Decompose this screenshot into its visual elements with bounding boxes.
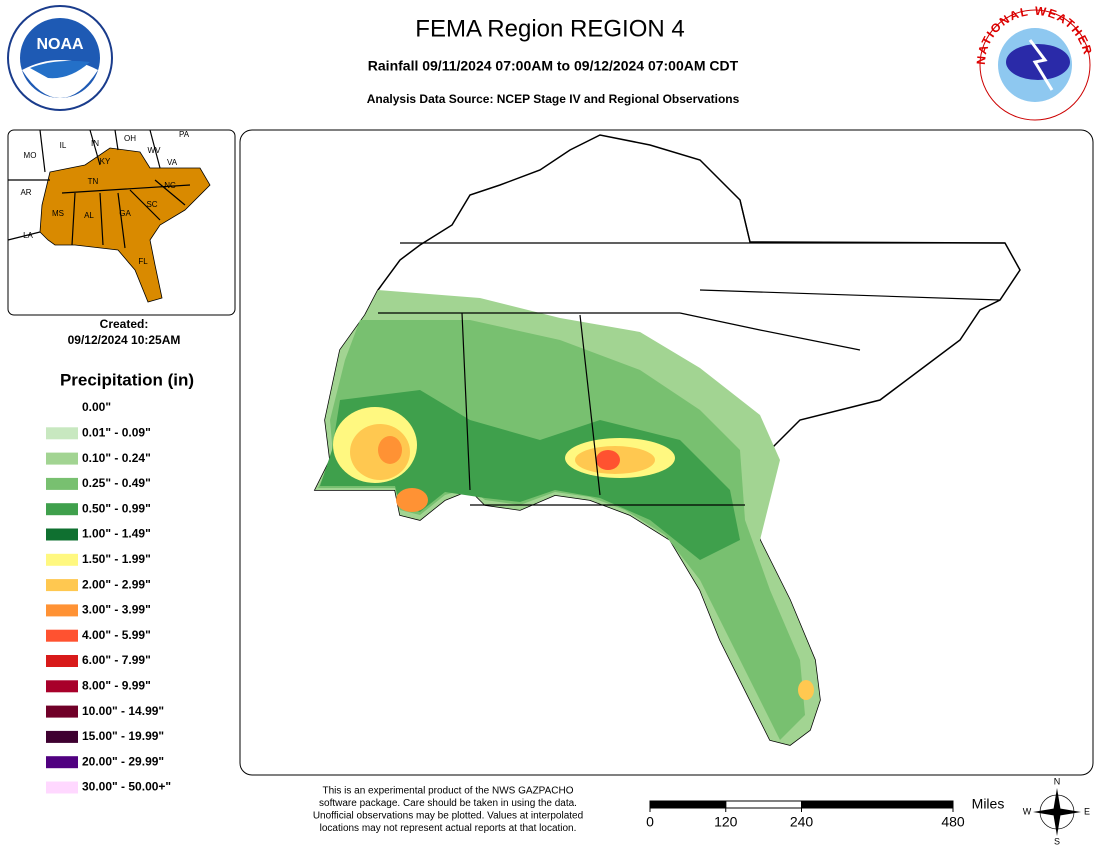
inset-label: OH: [124, 134, 136, 143]
legend-label: 0.25" - 0.49": [82, 476, 151, 490]
inset-label: MO: [24, 151, 37, 160]
main-map: [239, 129, 1094, 776]
inset-label: PA: [179, 130, 190, 139]
legend-label: 10.00" - 14.99": [82, 704, 164, 718]
title: FEMA Region REGION 4: [415, 15, 684, 42]
legend-label: 8.00" - 9.99": [82, 678, 151, 692]
rain-blob: [378, 436, 402, 464]
legend-swatch: [46, 705, 78, 718]
legend-swatch: [46, 503, 78, 516]
legend-label: 2.00" - 2.99": [82, 577, 151, 591]
inset-label: IN: [91, 139, 99, 148]
inset-label: FL: [138, 257, 148, 266]
legend-label: 1.00" - 1.49": [82, 527, 151, 541]
scale-segment: [801, 800, 954, 809]
legend-swatch: [46, 553, 78, 566]
legend-title: Precipitation (in): [60, 370, 194, 389]
scale-unit: Miles: [972, 796, 1005, 812]
scale-segment: [725, 800, 802, 809]
legend-label: 0.00": [82, 400, 111, 414]
disclaimer: This is an experimental product of the N…: [313, 786, 583, 835]
inset-label: LA: [23, 231, 33, 240]
legend-label: 0.10" - 0.24": [82, 451, 151, 465]
legend-label: 6.00" - 7.99": [82, 653, 151, 667]
legend-label: 0.01" - 0.09": [82, 425, 151, 439]
scale-label: 120: [714, 814, 738, 830]
scale-label: 480: [941, 814, 965, 830]
legend-swatch: [46, 730, 78, 743]
legend-swatch: [46, 579, 78, 592]
scale-bar: 0 120 240 480: [646, 800, 965, 830]
legend-swatch: [46, 680, 78, 693]
rain-blob: [596, 450, 620, 470]
legend-swatch: [46, 477, 78, 490]
disclaimer-line: Unofficial observations may be plotted. …: [313, 811, 583, 822]
disclaimer-line: software package. Care should be taken i…: [319, 798, 577, 809]
compass: N E S W: [1023, 776, 1090, 846]
noaa-logo: NOAA: [7, 5, 113, 111]
legend-swatch: [46, 655, 78, 667]
inset-label: MS: [52, 209, 64, 218]
disclaimer-line: This is an experimental product of the N…: [322, 786, 573, 797]
legend-swatch: [46, 528, 78, 541]
inset-map: MO IL IN OH PA WV VA KY TN NC AR MS AL G…: [7, 129, 236, 316]
inset-label: TN: [88, 177, 99, 186]
inset-label: KY: [100, 157, 111, 166]
subtitle: Rainfall 09/11/2024 07:00AM to 09/12/202…: [368, 58, 739, 74]
inset-label: NC: [164, 181, 176, 190]
legend-label: 4.00" - 5.99": [82, 628, 151, 642]
compass-e: E: [1084, 806, 1090, 816]
legend-label: 1.50" - 1.99": [82, 552, 151, 566]
legend-label: 0.50" - 0.99": [82, 501, 151, 515]
inset-label: WV: [148, 146, 162, 155]
disclaimer-line: locations may not represent actual repor…: [320, 823, 577, 834]
inset-label: AL: [84, 211, 94, 220]
inset-label: GA: [119, 209, 131, 218]
legend-swatch: [46, 781, 78, 794]
legend: 0.00" 0.01" - 0.09" 0.10" - 0.24" 0.25" - 0…: [46, 400, 171, 794]
legend-label: 15.00" - 19.99": [82, 729, 164, 743]
source: Analysis Data Source: NCEP Stage IV and …: [367, 92, 740, 106]
legend-swatch: [46, 756, 78, 769]
rain-blob: [798, 680, 814, 700]
rain-blob: [396, 488, 428, 512]
rain-heavy: [320, 390, 740, 560]
legend-swatch: [46, 604, 78, 617]
created-label: Created:: [100, 317, 149, 331]
inset-label: AR: [20, 188, 31, 197]
legend-swatch: [46, 452, 78, 465]
compass-n: N: [1054, 776, 1061, 786]
inset-label: IL: [60, 141, 67, 150]
noaa-text: NOAA: [36, 36, 84, 53]
inset-label: VA: [167, 158, 178, 167]
scale-label: 0: [646, 814, 654, 830]
scale-label: 240: [790, 814, 814, 830]
legend-swatch: [46, 629, 78, 642]
legend-swatch: [46, 402, 78, 414]
inset-label: SC: [146, 200, 157, 209]
legend-label: 3.00" - 3.99": [82, 603, 151, 617]
compass-s: S: [1054, 836, 1060, 846]
created-date: 09/12/2024 10:25AM: [68, 333, 181, 347]
legend-label: 20.00" - 29.99": [82, 754, 164, 768]
legend-swatch: [46, 427, 78, 440]
scale-segment: [649, 800, 727, 809]
legend-label: 30.00" - 50.00+": [82, 780, 171, 794]
compass-w: W: [1023, 806, 1032, 816]
